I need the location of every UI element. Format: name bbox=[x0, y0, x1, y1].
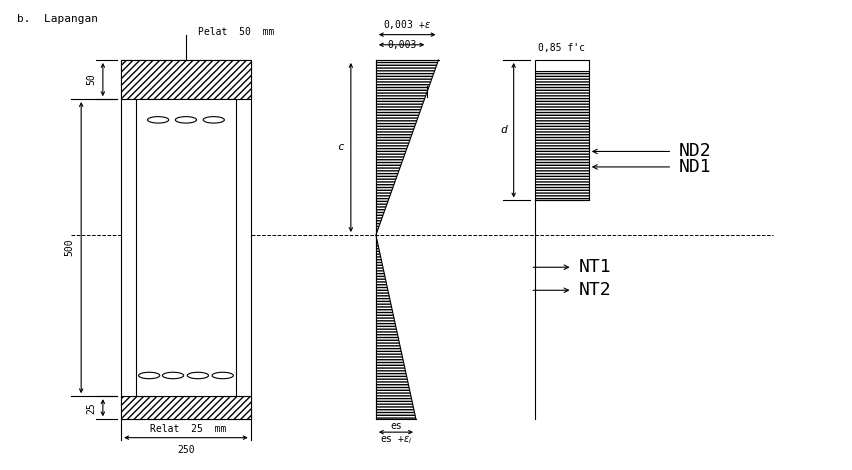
Ellipse shape bbox=[212, 372, 233, 379]
Ellipse shape bbox=[147, 117, 169, 123]
Text: ND1: ND1 bbox=[679, 158, 711, 176]
Text: es +$\varepsilon_i$: es +$\varepsilon_i$ bbox=[380, 434, 412, 446]
Ellipse shape bbox=[163, 372, 184, 379]
Ellipse shape bbox=[187, 372, 209, 379]
Bar bbox=[136, 99, 236, 396]
Text: 0,003 +$\varepsilon$: 0,003 +$\varepsilon$ bbox=[383, 18, 431, 31]
Text: Pelat  50  mm: Pelat 50 mm bbox=[199, 27, 275, 37]
Text: d: d bbox=[500, 125, 507, 135]
Text: b.  Lapangan: b. Lapangan bbox=[17, 14, 98, 24]
Bar bbox=[121, 396, 250, 419]
Polygon shape bbox=[376, 60, 439, 235]
Ellipse shape bbox=[176, 117, 197, 123]
Text: 0,85 f'c: 0,85 f'c bbox=[538, 43, 585, 53]
Text: es: es bbox=[390, 421, 402, 431]
Ellipse shape bbox=[139, 372, 160, 379]
Text: 0,003: 0,003 bbox=[387, 40, 417, 50]
Text: 500: 500 bbox=[65, 239, 74, 257]
Text: c: c bbox=[337, 142, 344, 152]
Bar bbox=[121, 60, 250, 99]
Bar bbox=[121, 60, 250, 419]
Text: 250: 250 bbox=[177, 445, 195, 454]
Text: NT1: NT1 bbox=[579, 258, 612, 276]
Text: Relat  25  mm: Relat 25 mm bbox=[150, 424, 227, 434]
Polygon shape bbox=[376, 235, 416, 419]
Bar bbox=[534, 71, 589, 201]
Text: 50: 50 bbox=[86, 74, 96, 86]
Bar bbox=[534, 60, 589, 71]
Ellipse shape bbox=[203, 117, 224, 123]
Text: ND2: ND2 bbox=[679, 142, 711, 160]
Text: NT2: NT2 bbox=[579, 281, 612, 299]
Text: 25: 25 bbox=[86, 402, 96, 414]
